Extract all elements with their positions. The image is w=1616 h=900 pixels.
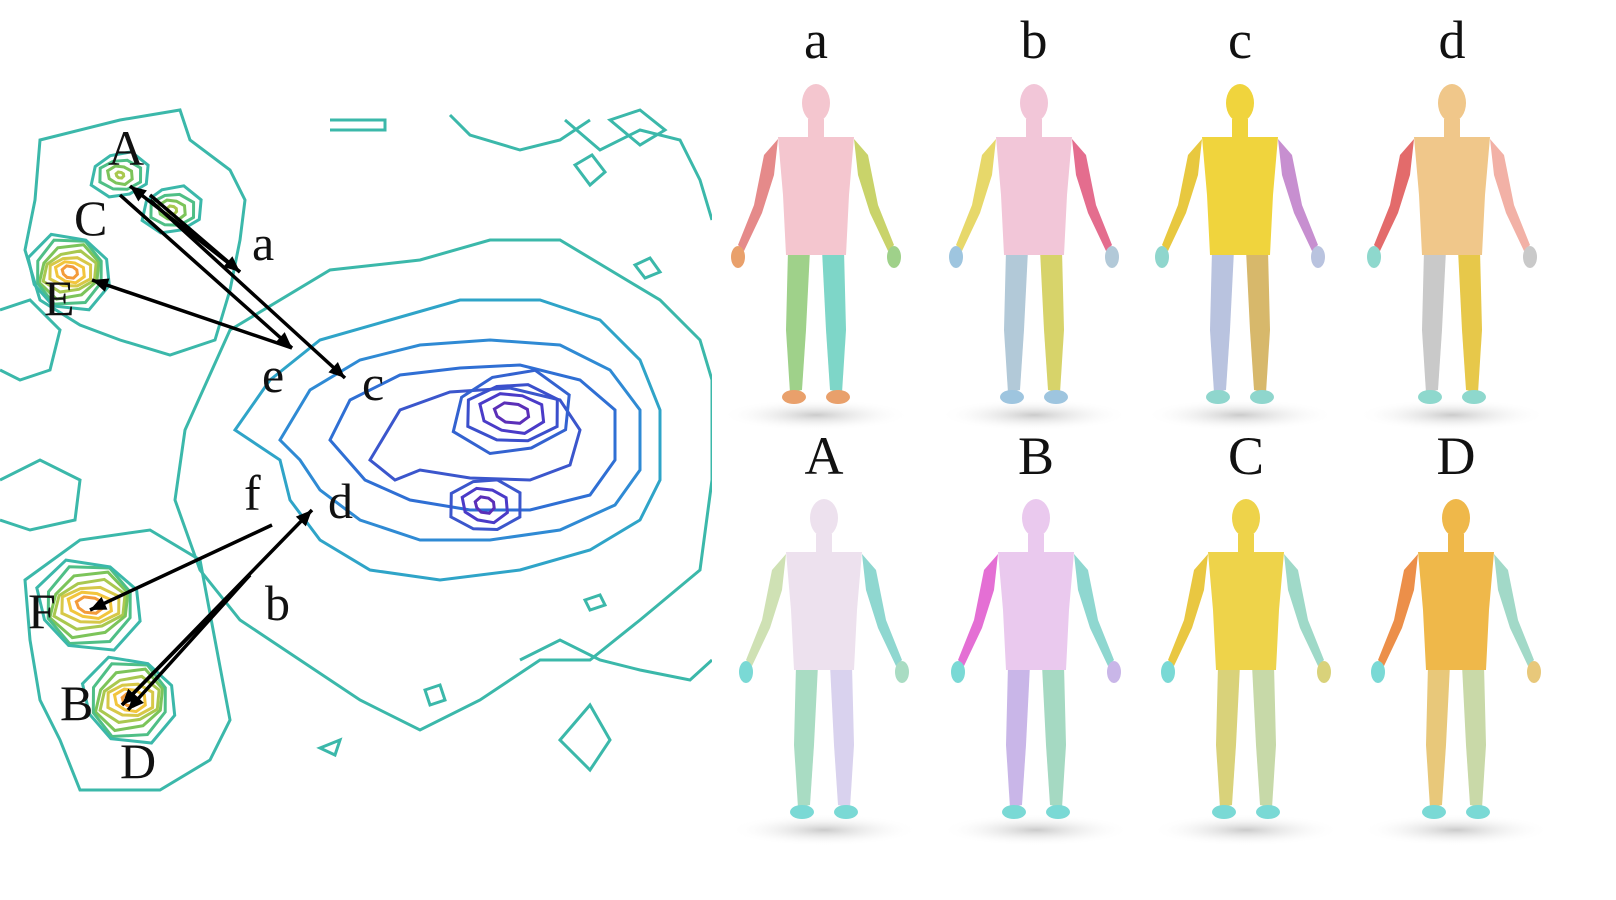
contour-peak-E-ring-1 bbox=[53, 260, 86, 285]
contour-peak-A-ring-3 bbox=[89, 150, 150, 199]
figure-label-A: A bbox=[805, 426, 844, 486]
contour-peak-A-ring-0 bbox=[114, 170, 126, 180]
figure-label-a: a bbox=[804, 10, 828, 70]
contour-region-lower-left bbox=[23, 528, 232, 792]
contour-small-loop-4 bbox=[316, 737, 343, 758]
label-D: D bbox=[120, 733, 156, 789]
contour-peak-E-ring-3 bbox=[41, 249, 98, 294]
contour-peak-B-ring-5 bbox=[91, 662, 167, 739]
label-e: e bbox=[262, 347, 284, 403]
arrow-a-to-A bbox=[128, 184, 242, 274]
human-figures bbox=[721, 84, 1551, 846]
human-figure-top-d bbox=[1357, 84, 1547, 431]
figure-label-c: c bbox=[1228, 10, 1252, 70]
contour-peak-F-ring-1 bbox=[66, 590, 114, 621]
label-c: c bbox=[362, 355, 384, 411]
contour-peak-center-lower-ring-2 bbox=[449, 478, 522, 532]
label-E: E bbox=[44, 270, 75, 326]
label-f: f bbox=[244, 465, 261, 521]
contour-top-right-loop bbox=[606, 108, 668, 147]
arrow-A-to-e bbox=[118, 193, 294, 350]
contour-peak-A-ring-2 bbox=[98, 158, 143, 191]
contour-region-center bbox=[173, 238, 712, 732]
figure-label-D: D bbox=[1437, 426, 1476, 486]
contour-lines bbox=[0, 108, 712, 792]
contour-map: A C E F B D a b c d e f bbox=[0, 108, 712, 792]
contour-peak-B-ring-3 bbox=[98, 674, 161, 724]
human-figure-bottom-D bbox=[1361, 499, 1551, 846]
figure-label-d: d bbox=[1439, 10, 1466, 70]
human-figure-bottom-A bbox=[729, 499, 919, 846]
label-A: A bbox=[108, 120, 144, 176]
contour-peak-F-ring-6 bbox=[35, 558, 142, 652]
contour-small-loop-6 bbox=[582, 593, 608, 612]
human-figure-bottom-B bbox=[941, 499, 1131, 846]
arrows bbox=[89, 184, 347, 712]
contour-peak-center-lower-ring-0 bbox=[473, 495, 496, 515]
contour-center-ring-1 bbox=[232, 298, 662, 582]
contour-peak-F-ring-3 bbox=[52, 577, 127, 631]
contour-small-loop-1 bbox=[572, 153, 608, 188]
contour-peak-E-ring-4 bbox=[37, 243, 101, 301]
label-F: F bbox=[28, 583, 56, 639]
human-figure-top-b bbox=[939, 84, 1129, 431]
contour-top-right bbox=[564, 118, 712, 221]
figure-label-C: C bbox=[1228, 426, 1264, 486]
contour-peak-C-ring-3 bbox=[140, 184, 203, 235]
contour-peak-A-ring-1 bbox=[105, 164, 134, 187]
figure-grid: a b c d A B C D bbox=[721, 10, 1551, 846]
contour-peak-F-ring-5 bbox=[46, 565, 132, 646]
label-a: a bbox=[252, 215, 274, 271]
contour-peak-E-ring-5 bbox=[36, 238, 103, 306]
contour-peak-B-ring-6 bbox=[80, 655, 177, 745]
contour-center-ring-3 bbox=[328, 363, 617, 512]
contour-small-loop-2 bbox=[632, 256, 663, 280]
arrow-C-to-c bbox=[148, 198, 347, 380]
top-row-labels: a b c d bbox=[804, 10, 1465, 70]
contour-labels: A C E F B D a b c d e f bbox=[28, 120, 384, 789]
contour-peak-E-ring-6 bbox=[26, 232, 111, 312]
contour-peak-E-ring-0 bbox=[60, 264, 79, 280]
label-B: B bbox=[60, 675, 93, 731]
contour-top-segment bbox=[330, 118, 387, 132]
bottom-row-labels: A B C D bbox=[805, 426, 1476, 486]
label-b: b bbox=[265, 575, 290, 631]
contour-small-loop-5 bbox=[423, 683, 447, 707]
label-C: C bbox=[74, 190, 107, 246]
figure-label-B: B bbox=[1018, 426, 1054, 486]
contour-peak-center-lower-ring-1 bbox=[460, 486, 509, 525]
contour-peak-center-upper-ring-2 bbox=[466, 383, 559, 443]
contour-peak-center-upper-ring-1 bbox=[478, 392, 546, 435]
contour-peak-B-ring-4 bbox=[93, 667, 165, 733]
contour-peak-F-ring-4 bbox=[48, 570, 130, 640]
contour-center-ring-2 bbox=[278, 338, 642, 542]
contour-center-ring-4 bbox=[368, 386, 582, 482]
arrow-e-to-E bbox=[91, 278, 293, 350]
contour-peak-center-upper-ring-0 bbox=[492, 401, 531, 425]
contour-top-curve bbox=[448, 113, 591, 152]
contour-peak-center-upper-ring-3 bbox=[451, 368, 571, 456]
human-figure-top-a bbox=[721, 84, 911, 431]
human-figure-bottom-C bbox=[1151, 499, 1341, 846]
contour-peak-F-ring-2 bbox=[60, 585, 121, 624]
contour-edge-left bbox=[0, 298, 62, 382]
contour-lower-right bbox=[519, 638, 712, 682]
arrow-b-to-D bbox=[126, 573, 252, 712]
contour-small-loop-3 bbox=[557, 702, 612, 773]
label-d: d bbox=[328, 473, 353, 529]
arrow-f-to-F bbox=[89, 523, 273, 612]
contour-peak-E-ring-2 bbox=[48, 256, 93, 288]
figure-label-b: b bbox=[1021, 10, 1048, 70]
human-figure-top-c bbox=[1145, 84, 1335, 431]
contour-edge-left-2 bbox=[0, 458, 82, 532]
arrow-B-to-d bbox=[120, 508, 314, 707]
